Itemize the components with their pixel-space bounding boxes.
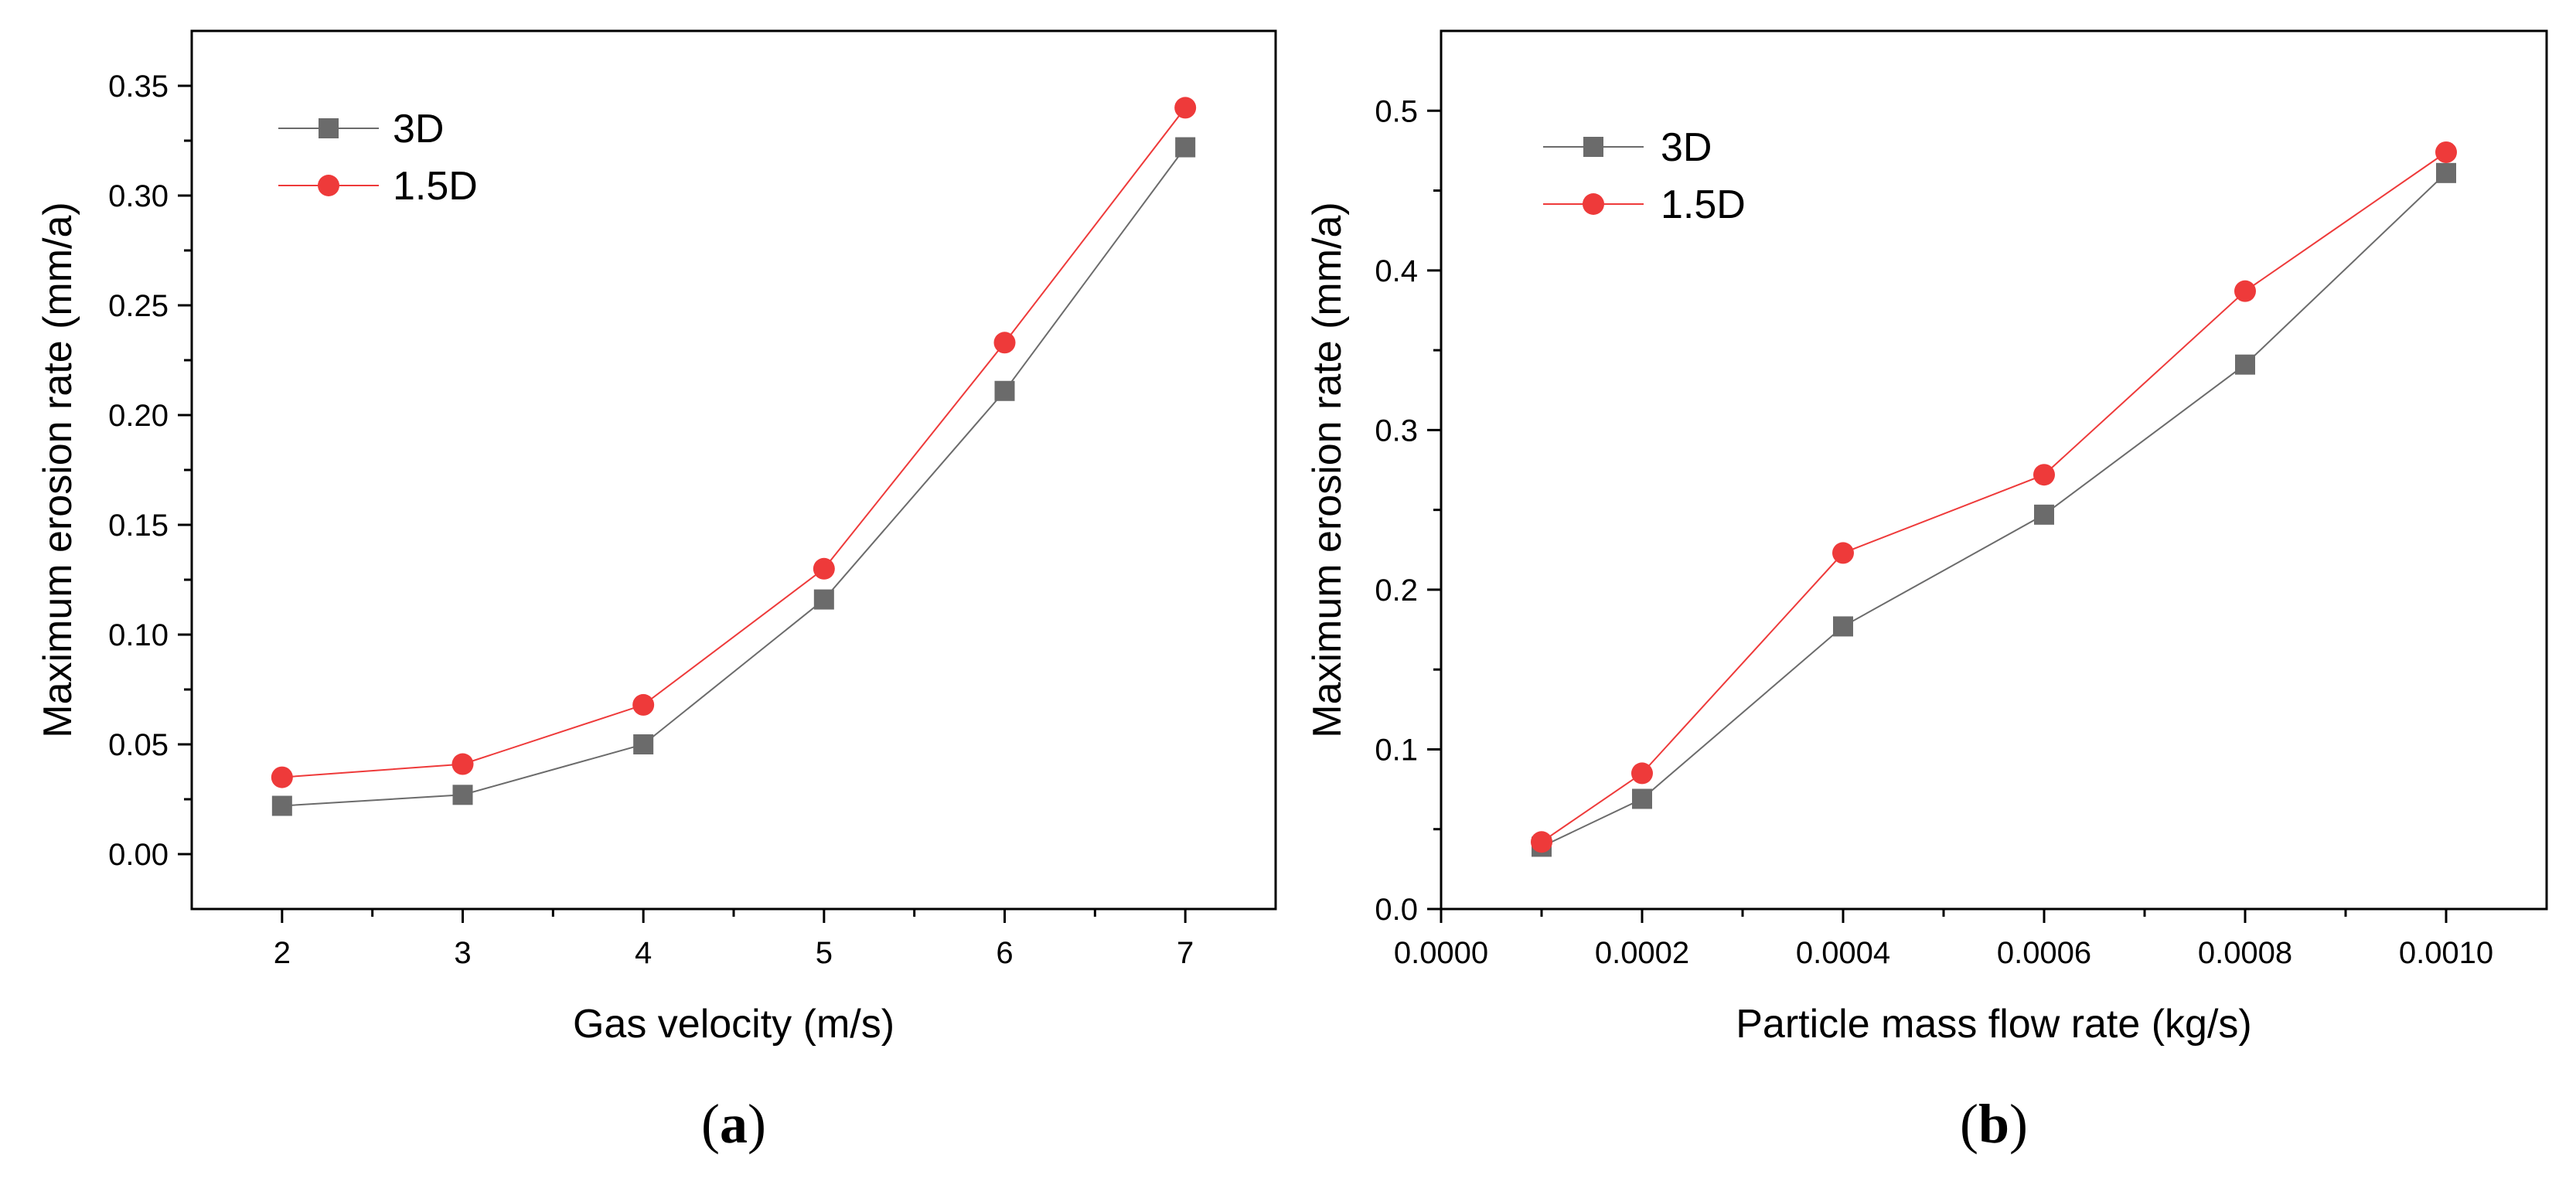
legend-marker-3d <box>319 118 339 138</box>
y-axis-title: Maximum erosion rate (mm/a) <box>1305 202 1350 737</box>
y-tick-label: 0.5 <box>1375 94 1418 128</box>
y-tick-label: 0.3 <box>1375 414 1418 448</box>
plot-frame <box>190 29 1277 911</box>
data-point-1-5d <box>1531 831 1552 853</box>
y-tick-label: 0.10 <box>108 618 169 652</box>
x-tick-label: 0.0006 <box>1997 936 2091 970</box>
x-tick-label: 2 <box>274 936 291 970</box>
data-series <box>1531 141 2457 857</box>
data-point-1-5d <box>632 693 655 716</box>
x-tick-label: 3 <box>454 936 471 970</box>
data-point-1-5d <box>993 332 1016 354</box>
data-point-3d <box>994 380 1015 401</box>
series-line-1-5d <box>281 107 1186 778</box>
series-line-3d <box>1541 172 2447 848</box>
data-point-3d <box>1632 788 1652 809</box>
data-point-3d <box>2436 162 2456 183</box>
data-point-3d <box>633 734 654 754</box>
panel-b: 0.0000 0.0002 0.0004 0.0006 0.0008 0.0010 0.0 0… <box>1305 29 2548 1155</box>
data-point-1-5d <box>451 753 474 775</box>
axis-ticks: 0.0000 0.0002 0.0004 0.0006 0.0008 0.0010 0.0 0… <box>1375 94 2493 970</box>
x-tick-label: 7 <box>1177 936 1194 970</box>
data-point-3d <box>813 589 834 610</box>
data-point-3d <box>1833 616 1853 637</box>
axis-ticks: 2 3 4 5 6 7 0.00 0.05 0.10 0.15 0.20 0.25 0.30 0.35 <box>108 70 1194 970</box>
series-line-1-5d <box>1541 152 2447 843</box>
data-point-1-5d <box>813 557 835 580</box>
x-tick-label: 0.0008 <box>2198 936 2292 970</box>
y-tick-label: 0.0 <box>1375 893 1418 927</box>
series-line-3d <box>281 146 1187 807</box>
data-point-1-5d <box>1832 542 1854 564</box>
y-tick-label: 0.4 <box>1375 254 1418 288</box>
caption-letter-a: a <box>720 1093 748 1155</box>
data-point-3d <box>1175 137 1196 158</box>
y-tick-label: 0.00 <box>108 838 169 872</box>
data-point-1-5d <box>271 766 293 788</box>
data-point-3d <box>2034 504 2054 525</box>
x-tick-label: 6 <box>996 936 1013 970</box>
x-axis-title: Particle mass flow rate (kg/s) <box>1736 1002 2252 1047</box>
data-point-1-5d <box>2033 464 2055 486</box>
y-tick-label: 0.25 <box>108 289 169 323</box>
legend-label-3d: 3D <box>393 107 444 152</box>
legend-marker-1-5d <box>1583 193 1604 215</box>
data-point-1-5d <box>2435 141 2457 163</box>
y-tick-label: 0.30 <box>108 179 169 213</box>
panel-a: 2 3 4 5 6 7 0.00 0.05 0.10 0.15 0.20 0.25 0.30 0.35 G… <box>36 29 1277 1155</box>
legend: 3D 1.5D <box>1543 125 1746 227</box>
y-tick-label: 0.2 <box>1375 574 1418 608</box>
y-tick-label: 0.05 <box>108 728 169 762</box>
caption-letter-b: b <box>1978 1093 2009 1155</box>
x-tick-label: 0.0002 <box>1595 936 1689 970</box>
y-tick-label: 0.15 <box>108 509 169 543</box>
x-tick-label: 0.0004 <box>1796 936 1890 970</box>
legend-marker-3d <box>1583 137 1603 157</box>
data-point-1-5d <box>1174 97 1197 119</box>
plot-frame <box>1440 29 2548 911</box>
panel-caption-a: (a) <box>701 1093 766 1155</box>
x-tick-label: 0.0000 <box>1394 936 1488 970</box>
data-point-3d <box>271 795 292 816</box>
data-point-1-5d <box>1631 762 1653 785</box>
y-axis-title: Maximum erosion rate (mm/a) <box>36 202 80 737</box>
data-point-3d <box>452 785 473 805</box>
data-point-1-5d <box>2234 280 2256 302</box>
panel-caption-b: (b) <box>1960 1093 2028 1155</box>
x-tick-label: 4 <box>635 936 652 970</box>
legend-label-1-5d: 1.5D <box>393 164 478 209</box>
data-series <box>271 97 1197 816</box>
legend-label-1-5d: 1.5D <box>1661 182 1746 227</box>
y-tick-label: 0.1 <box>1375 733 1418 767</box>
legend: 3D 1.5D <box>278 107 478 209</box>
x-tick-label: 0.0010 <box>2399 936 2493 970</box>
x-tick-label: 5 <box>816 936 833 970</box>
y-tick-label: 0.20 <box>108 399 169 433</box>
y-tick-label: 0.35 <box>108 70 169 104</box>
legend-label-3d: 3D <box>1661 125 1712 170</box>
data-point-3d <box>2235 354 2255 375</box>
x-axis-title: Gas velocity (m/s) <box>573 1002 894 1047</box>
legend-marker-1-5d <box>318 175 339 196</box>
